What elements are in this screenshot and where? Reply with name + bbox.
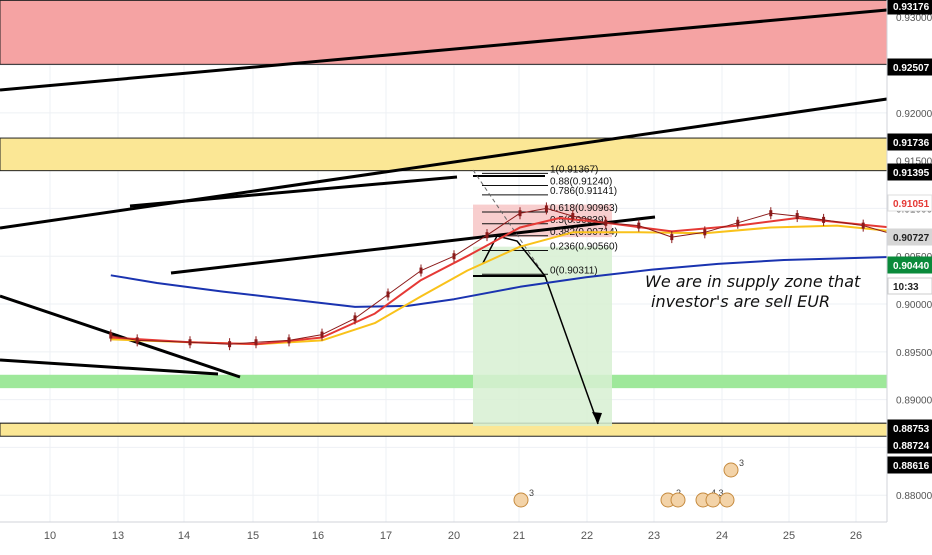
ma-line	[110, 254, 932, 308]
price-badge-label: 0.88753	[893, 424, 930, 435]
trend-line[interactable]	[129, 175, 458, 208]
event-count: 4 3	[711, 488, 724, 498]
y-tick-label: 0.91500	[896, 157, 932, 168]
price-badge-ema_slow	[887, 228, 932, 246]
zone-supply	[0, 0, 888, 65]
price-badge-level	[887, 133, 932, 151]
forecast-path	[482, 235, 599, 425]
x-tick-label: 15	[247, 530, 259, 542]
trend-line[interactable]	[0, 97, 888, 230]
price-badge-ema_fast	[887, 194, 932, 212]
annotation-line-1: We are in supply zone that	[645, 272, 861, 291]
price-badge-label: 10:33	[893, 282, 919, 293]
trend-line[interactable]	[0, 294, 241, 379]
y-tick-label: 0.90000	[896, 300, 932, 311]
fib-label: 0(0.90311)	[550, 265, 598, 276]
zone-yellow-lower-box	[0, 422, 888, 437]
price-candle	[109, 332, 113, 339]
price-badge-label: 0.93176	[893, 2, 930, 13]
x-tick-label: 24	[716, 530, 728, 542]
event-count: 3	[529, 488, 534, 498]
price-badge-label: 0.90440	[893, 261, 930, 272]
price-badge-level	[887, 419, 932, 437]
price-badge-label: 0.88616	[893, 461, 930, 472]
x-tick-label: 20	[448, 530, 460, 542]
forecast-arrowhead	[592, 412, 602, 424]
event-flag-icon[interactable]	[705, 492, 721, 508]
trend-line[interactable]	[0, 8, 888, 92]
event-flag-icon[interactable]	[513, 492, 529, 508]
fib-label: 0.236(0.90560)	[550, 241, 618, 252]
x-tick-label: 25	[783, 530, 795, 542]
fib-label: 0.88(0.91240)	[550, 176, 612, 187]
fib-diagonal	[472, 169, 546, 277]
price-badge-level	[887, 0, 932, 15]
zone-yellow-upper	[0, 137, 888, 172]
y-tick-label: 0.93000	[896, 13, 932, 24]
trend-line[interactable]	[0, 358, 219, 376]
price-badge-level	[887, 456, 932, 474]
x-tick-label: 17	[380, 530, 392, 542]
price-badge-countdown	[887, 277, 932, 295]
x-tick-label: 23	[648, 530, 660, 542]
trend-line[interactable]	[170, 215, 656, 275]
x-tick-label: 21	[513, 530, 525, 542]
x-tick-label: 26	[850, 530, 862, 542]
annotation-line-2: investor's are sell EUR	[651, 292, 831, 311]
price-badge-label: 0.90727	[893, 233, 930, 244]
x-tick-label: 16	[312, 530, 324, 542]
price-badge-label: 0.88724	[893, 441, 930, 452]
annotation-text: We are in supply zone that investor's ar…	[645, 272, 860, 312]
event-flag-icon[interactable]	[723, 462, 739, 478]
event-flag-icon[interactable]	[670, 492, 686, 508]
y-tick-label: 0.88000	[896, 491, 932, 502]
price-badge-label: 0.91051	[893, 199, 930, 210]
x-tick-label: 22	[581, 530, 593, 542]
price-badge-label: 0.92507	[893, 63, 930, 74]
price-badge-label: 0.91736	[893, 138, 930, 149]
price-line	[110, 207, 932, 345]
x-tick-label: 10	[44, 530, 56, 542]
x-tick-label: 13	[112, 530, 124, 542]
event-count: 3	[739, 458, 744, 468]
y-tick-label: 0.92000	[896, 109, 932, 120]
y-tick-label: 0.89000	[896, 396, 932, 407]
price-badge-level	[887, 436, 932, 454]
price-badge-level	[887, 163, 932, 181]
fib-label: 0.618(0.90963)	[550, 203, 618, 214]
x-tick-label: 14	[178, 530, 190, 542]
price-badge-last	[887, 256, 932, 274]
price-badge-label: 0.91395	[893, 168, 930, 179]
fib-label: 1(0.91367)	[550, 164, 598, 175]
price-badge-level	[887, 58, 932, 76]
event-flag-icon[interactable]	[719, 492, 735, 508]
time-axis-panel	[0, 522, 932, 550]
zone-green-demand	[0, 374, 887, 389]
fib-label: 0.786(0.91141)	[550, 186, 617, 197]
y-tick-label: 0.89500	[896, 348, 932, 359]
